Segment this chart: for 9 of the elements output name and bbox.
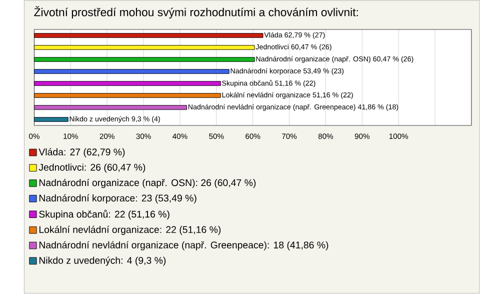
legend-label: Nadnárodní organizace (např. OSN): 26 (60,47 %) xyxy=(39,179,256,188)
legend-label: Skupina občanů: 22 (51,16 %) xyxy=(39,210,170,220)
legend-label: Vláda: 27 (62,79 %) xyxy=(38,148,125,158)
legend-label: Lokální nevládní organizace: 22 (51,16 %) xyxy=(39,226,221,236)
legend-label: Nikdo z uvedených: 4 (9,3 %) xyxy=(39,256,166,266)
legend-label: Nadnárodní nevládní organizace (např. Greenpeace): 18 (41,86 %) xyxy=(39,241,328,250)
chart-title: Životní prostředí mohou svými rozhodnutími a chováním ovlivnit: xyxy=(34,6,358,19)
legend-label: Nadnárodní korporace: 23 (53,49 %) xyxy=(39,194,196,204)
legend-label: Jednotlivci: 26 (60,47 %) xyxy=(38,164,146,173)
